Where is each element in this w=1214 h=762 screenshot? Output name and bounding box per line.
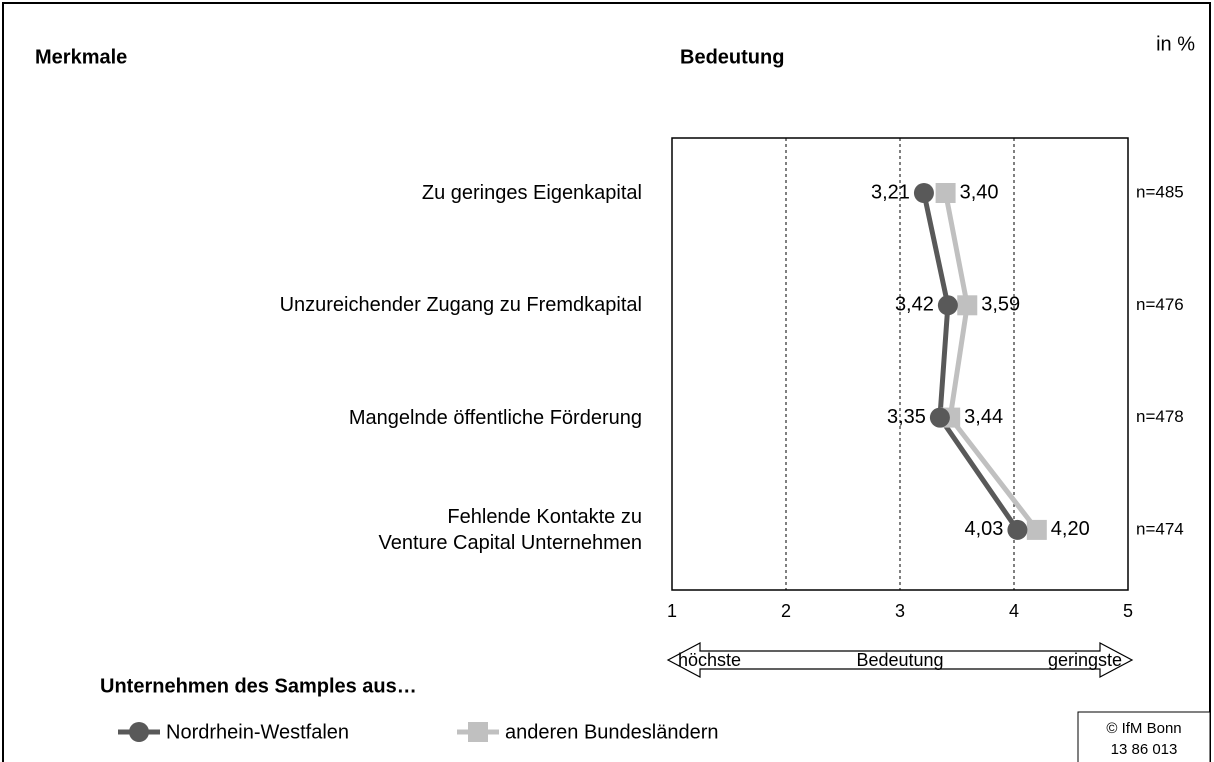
point — [913, 183, 934, 203]
arrow-right: geringste — [1048, 650, 1122, 670]
point — [1007, 519, 1028, 540]
value-label: 3,35 — [887, 406, 926, 428]
arrow-center: Bedeutung — [856, 650, 943, 670]
value-label: 4,03 — [964, 518, 1003, 540]
header-left: Merkmale — [35, 46, 127, 68]
legend-marker — [468, 722, 488, 742]
value-label: 3,21 — [871, 181, 910, 203]
legend-label: Nordrhein-Westfalen — [166, 721, 349, 743]
point — [957, 295, 978, 316]
category-label: Zu geringes Eigenkapital — [421, 182, 642, 204]
point — [935, 183, 956, 203]
x-tick-label: 2 — [781, 601, 791, 621]
source: 13 86 013 — [1111, 741, 1178, 758]
source: © IfM Bonn — [1106, 720, 1181, 737]
unit: in % — [1156, 33, 1195, 55]
x-tick-label: 4 — [1009, 601, 1019, 621]
category-label: Mangelnde öffentliche Förderung — [348, 406, 642, 429]
n-label: n=476 — [1136, 295, 1184, 314]
x-tick-label: 5 — [1123, 601, 1133, 621]
category-label: Fehlende Kontakte zu Venture Capital Unt… — [378, 505, 643, 554]
n-label: n=478 — [1136, 407, 1184, 426]
legend-marker — [129, 722, 149, 742]
point — [937, 295, 958, 316]
legend-label: anderen Bundesländern — [505, 721, 719, 743]
point — [1026, 519, 1047, 540]
value-label: 3,40 — [960, 181, 999, 203]
axis-arrow — [666, 642, 1134, 678]
category-label: Unzureichender Zugang zu Fremdkapital — [279, 294, 642, 317]
point — [929, 407, 950, 428]
series-line — [943, 192, 1039, 532]
n-label: n=485 — [1136, 182, 1184, 201]
source-box — [1077, 711, 1211, 762]
x-tick-label: 3 — [895, 601, 905, 621]
x-tick-label: 1 — [667, 601, 677, 621]
legend-title: Unternehmen des Samples aus… — [100, 675, 417, 697]
arrow-left: höchste — [678, 650, 741, 670]
chart-title: Bedeutung — [680, 46, 784, 68]
n-label: n=474 — [1136, 519, 1184, 538]
value-label: 3,44 — [964, 406, 1003, 428]
series-line — [921, 192, 1020, 532]
value-label: 3,59 — [981, 294, 1020, 316]
value-label: 3,42 — [895, 294, 934, 316]
value-label: 4,20 — [1051, 518, 1090, 540]
